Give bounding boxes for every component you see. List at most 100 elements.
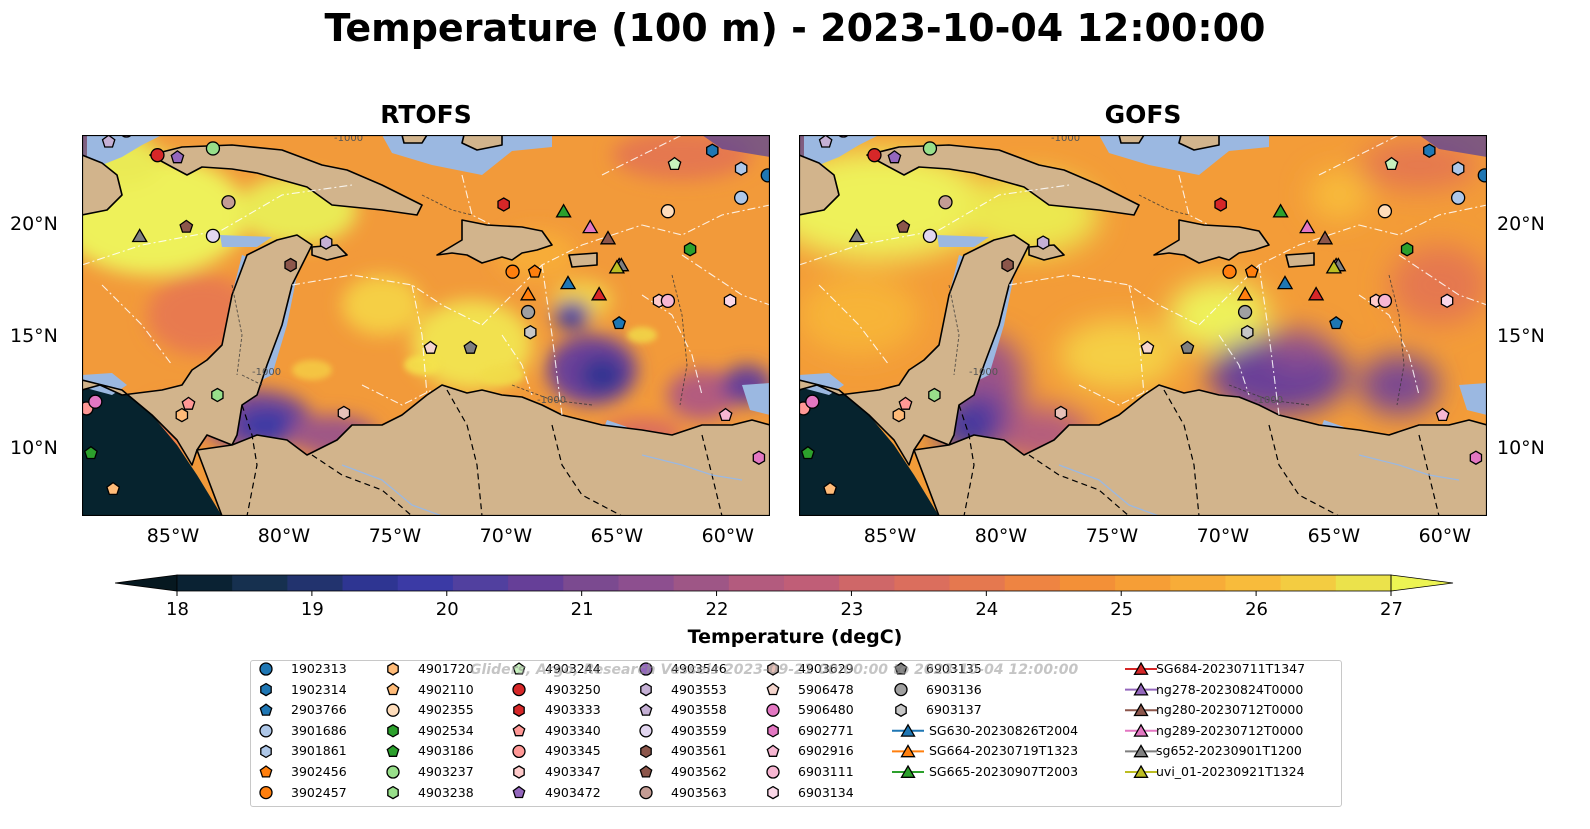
legend-label: 4903546: [671, 661, 727, 676]
platform-2903766: [612, 315, 627, 330]
legend-label: 1902314: [291, 681, 347, 697]
colorbar-cell: [397, 575, 454, 591]
colorbar-cell: [342, 575, 399, 591]
eez-boundaries: [799, 135, 1487, 416]
legend-label: 2903766: [291, 702, 347, 718]
lon-tick-label: 60°W: [1418, 525, 1472, 547]
panel-title-gofs: GOFS: [1104, 100, 1182, 129]
lon-tick-label: 80°W: [974, 525, 1028, 547]
platform-SG684-20230711T1347: [590, 286, 608, 301]
platform-4902110: [823, 481, 838, 496]
platform-6903111: [660, 293, 676, 308]
platform-4901720: [892, 407, 906, 423]
platform-4903238: [211, 387, 224, 403]
platform-SG684-20230711T1347: [1307, 286, 1325, 301]
legend-label: 6903111: [798, 764, 854, 779]
lat-tick-label: 20°N: [1497, 212, 1545, 235]
legend-label: 6902916: [798, 743, 854, 759]
legend-marker: [894, 662, 908, 675]
legend-marker: [387, 785, 399, 800]
legend-marker: [895, 703, 907, 717]
legend-label: 6902771: [798, 722, 854, 738]
colorbar-cell: [1115, 575, 1171, 591]
legend-marker: [639, 724, 653, 738]
pacific-ocean: [82, 375, 222, 516]
platform-4903553: [319, 235, 333, 250]
legend-label: uvi_01-20230921T1324: [1156, 764, 1305, 779]
colorbar-cell: [1280, 575, 1337, 591]
platform-4902110: [106, 481, 121, 496]
lat-tick-label: 10°N: [1497, 436, 1545, 459]
legend-marker: [386, 682, 400, 696]
platform-SG665-20230907T2003: [1272, 203, 1289, 218]
legend-marker: [260, 744, 272, 759]
platform-4903244: [1384, 156, 1399, 171]
lon-tick-label: 75°W: [1085, 525, 1139, 547]
platform-6903135: [463, 340, 478, 354]
platform-4902355: [660, 204, 676, 219]
panel-title-rtofs: RTOFS: [380, 100, 472, 129]
legend-label: 4902355: [418, 702, 474, 718]
lat-tick-label: 15°N: [10, 324, 58, 347]
colorbar-cell: [508, 575, 564, 591]
bathymetry-label: -1000: [1254, 395, 1283, 406]
platform-SG664-20230719T1323: [519, 286, 537, 301]
colorbar-tick-label: 22: [705, 599, 729, 620]
platform-3901861: [734, 161, 748, 176]
platform-4903250: [150, 148, 165, 163]
bathymetry-contours: [231, 194, 688, 406]
map-panel-gofs[interactable]: -1000 -1000 -1000: [799, 135, 1487, 516]
lat-tick-label: 10°N: [10, 436, 58, 459]
platform-6902916: [718, 407, 733, 422]
legend-marker: [894, 682, 908, 697]
platform-4901720: [175, 407, 189, 423]
bathymetry-label: -1000: [252, 367, 281, 378]
colorbar-cell: [839, 575, 895, 591]
legend-marker: [639, 765, 653, 778]
platform-4903558: [818, 135, 833, 148]
platform-uvi_01-20230921T1324: [608, 259, 626, 274]
colorbar-cell: [1170, 575, 1227, 591]
colorbar-label: Temperature (degC): [687, 626, 903, 648]
colorbar-cell: [177, 575, 233, 591]
legend-label: SG684-20230711T1347: [1156, 661, 1306, 676]
platform-4903472: [887, 150, 902, 164]
legend-marker: [900, 723, 916, 737]
land: [82, 135, 770, 516]
legend-marker: [1133, 764, 1149, 778]
colorbar-tick-label: 26: [1245, 599, 1269, 620]
colorbar-tick-label: 27: [1380, 599, 1403, 620]
legend-marker: [767, 785, 779, 800]
platform-5906478: [423, 340, 438, 354]
legend-label: 4903558: [671, 702, 727, 718]
legend-marker: [386, 765, 400, 779]
legend-marker: [766, 682, 780, 696]
bathymetry-label: -1000: [334, 135, 363, 144]
platform-ng280-20230712T0000: [599, 230, 617, 245]
platform-4903472: [170, 150, 185, 164]
legend-marker: [259, 765, 273, 778]
lat-tick-label: 20°N: [10, 212, 58, 235]
platform-2903766: [1329, 315, 1344, 330]
platform-4903558: [101, 135, 116, 148]
lon-tick-label: 75°W: [368, 525, 422, 547]
platform-5906480: [88, 394, 103, 409]
platform-markers: [799, 135, 1487, 496]
map-panel-rtofs[interactable]: -1000 -1000 -1000: [82, 135, 770, 516]
map-frame: [82, 135, 770, 516]
legend-marker: [259, 662, 273, 676]
colorbar: [115, 574, 1454, 596]
legend-marker: [639, 662, 653, 676]
colorbar-cell: [894, 575, 951, 591]
platform-ng289-20230712T0000: [582, 219, 599, 234]
platform-4903250: [867, 148, 882, 163]
colorbar-cell: [1335, 575, 1392, 591]
legend-marker: [259, 703, 273, 716]
legend-marker: [767, 662, 779, 676]
platform-6902771: [752, 450, 766, 465]
platform-4902355: [1377, 204, 1393, 219]
platform-3901861: [1451, 161, 1465, 176]
legend-label: 3901861: [291, 743, 347, 759]
platform-3901686: [1450, 190, 1466, 205]
colorbar-cell: [1004, 575, 1061, 591]
